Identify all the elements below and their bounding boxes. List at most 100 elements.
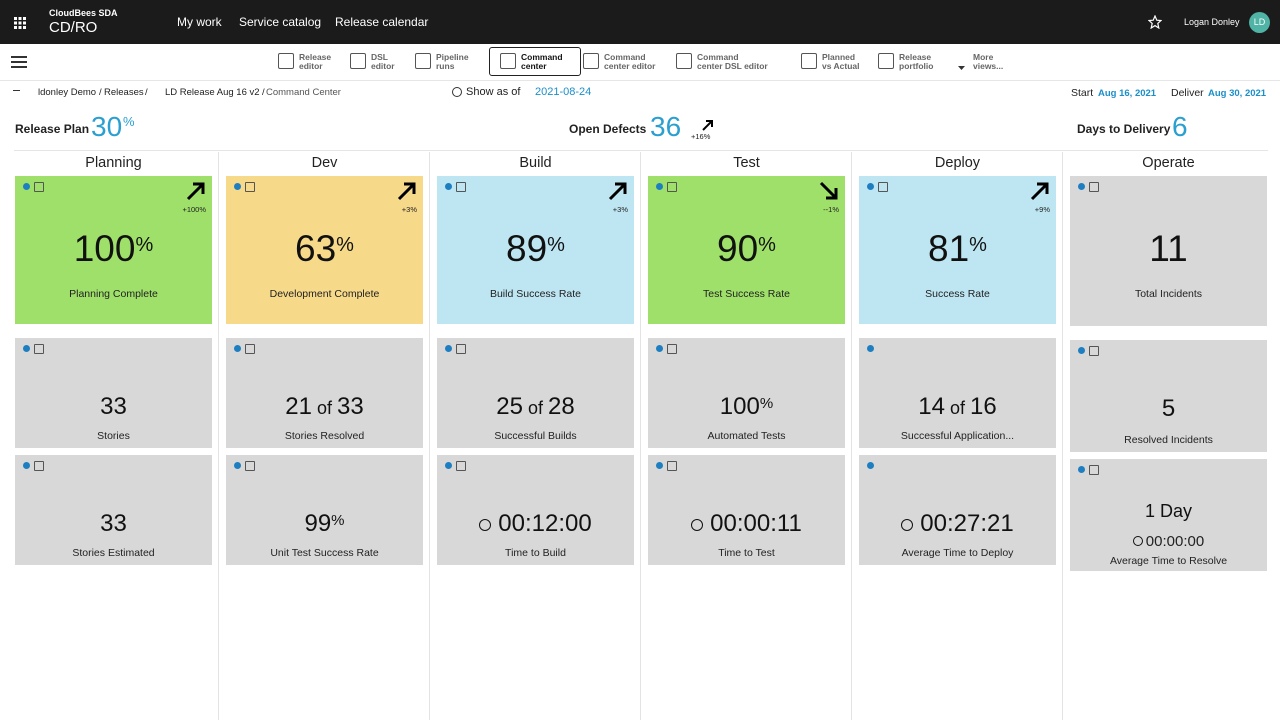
toolbar-label[interactable]: Planned [822, 52, 856, 62]
value-total: 16 [970, 393, 997, 420]
toolbar-label[interactable]: vs Actual [822, 61, 860, 71]
download-icon [456, 344, 466, 354]
metric-tile[interactable]: +100% 100% Planning Complete [15, 176, 212, 324]
breadcrumb-item[interactable]: ldonley Demo [38, 87, 97, 98]
breadcrumb-item[interactable]: LD Release Aug 16 v2 [165, 87, 260, 98]
tile-label: Time to Test [718, 547, 775, 559]
trend-arrow [608, 181, 628, 206]
metric-tile[interactable]: +3% 63% Development Complete [226, 176, 423, 324]
toolbar-border [0, 80, 1280, 81]
toolbar-label[interactable]: center editor [604, 61, 656, 71]
tile-label: Stories [97, 430, 130, 442]
start-date: Aug 16, 2021 [1098, 88, 1157, 99]
value-unit: % [758, 234, 776, 256]
favorite-icon[interactable] [1147, 14, 1163, 34]
column-title: Test [733, 155, 760, 171]
metric-tile[interactable]: 25 of 28 Successful Builds [437, 338, 634, 448]
toolbar-label[interactable]: Command [521, 52, 563, 62]
toolbar-selected [489, 47, 581, 76]
info-icon [1078, 183, 1085, 190]
value-unit: % [135, 234, 154, 256]
metric-tile[interactable]: 100% Automated Tests [648, 338, 845, 448]
download-icon [878, 182, 888, 192]
info-icon [234, 345, 241, 352]
tile-trend: +100% [182, 205, 206, 214]
metric-tile[interactable]: 00:12:00 Time to Build [437, 455, 634, 565]
favorite-icon-glyph [1147, 14, 1163, 30]
toolbar-label[interactable]: editor [371, 61, 395, 71]
dropdown-icon [958, 58, 965, 76]
tile-time: 00:00:00 [1070, 533, 1267, 550]
metric-tile[interactable]: 33 Stories [15, 338, 212, 448]
value-number: 5 [1161, 395, 1176, 422]
toolbar-label[interactable]: Command [604, 52, 646, 62]
info-icon [656, 345, 663, 352]
metric-tile[interactable]: +3% 89% Build Success Rate [437, 176, 634, 324]
toolbar-icon [278, 53, 294, 69]
avatar[interactable]: LD [1249, 12, 1270, 33]
toolbar-icon [801, 53, 817, 69]
download-icon [245, 461, 255, 471]
download-icon [456, 461, 466, 471]
info-icon [867, 183, 874, 190]
metric-tile[interactable]: 00:27:21 Average Time to Deploy [859, 455, 1056, 565]
metric-tile[interactable]: 11 Total Incidents [1070, 176, 1267, 326]
toolbar-label[interactable]: Release [299, 52, 332, 62]
apps-icon [14, 16, 26, 34]
toolbar-label[interactable]: portfolio [899, 61, 934, 71]
value-number: 100 [73, 228, 136, 269]
nav-item[interactable]: Release calendar [335, 15, 429, 29]
metric-tile[interactable]: +9% 81% Success Rate [859, 176, 1056, 324]
toolbar-label[interactable]: Release [899, 52, 932, 62]
tile-value: 5 [1070, 395, 1267, 423]
show-as-of-date[interactable]: 2021-08-24 [535, 86, 592, 98]
summary-value: 30 [91, 111, 123, 142]
menu-icon[interactable] [11, 55, 27, 73]
back-icon [13, 90, 20, 91]
brand-top: CloudBees SDA [49, 8, 118, 18]
info-icon [1078, 466, 1085, 473]
metric-tile[interactable]: 21 of 33 Stories Resolved [226, 338, 423, 448]
metric-tile[interactable]: 99% Unit Test Success Rate [226, 455, 423, 565]
metric-tile[interactable]: 33 Stories Estimated [15, 455, 212, 565]
toolbar-label[interactable]: center [521, 61, 547, 71]
toolbar-icon [350, 53, 366, 69]
nav-item[interactable]: My work [177, 15, 222, 29]
column-divider [218, 152, 219, 720]
toolbar-label[interactable]: runs [436, 61, 455, 71]
metric-tile[interactable]: 14 of 16 Successful Application... [859, 338, 1056, 448]
toolbar-label[interactable]: center DSL editor [697, 61, 768, 71]
tile-value: 1 Day [1070, 501, 1267, 522]
download-icon [1089, 182, 1099, 192]
metric-tile[interactable]: --1% 90% Test Success Rate [648, 176, 845, 324]
info-icon [1078, 347, 1085, 354]
toolbar-label[interactable]: editor [299, 61, 323, 71]
info-icon [867, 345, 874, 352]
tile-value: 90% [648, 228, 845, 270]
nav-item[interactable]: Service catalog [239, 15, 322, 29]
toolbar-label[interactable]: Command [697, 52, 739, 62]
value-number: 99 [304, 510, 332, 537]
tile-label: Success Rate [925, 288, 990, 300]
metric-tile[interactable]: 1 Day 00:00:00 Average Time to Resolve [1070, 459, 1267, 571]
column-divider [640, 152, 641, 720]
user-name[interactable]: Logan Donley [1184, 17, 1240, 27]
breadcrumb-item[interactable]: Releases [104, 87, 144, 98]
toolbar-label[interactable]: More [973, 52, 994, 62]
time-value: 00:00:11 [710, 510, 802, 537]
tile-label: Unit Test Success Rate [270, 547, 379, 559]
metric-tile[interactable]: 5 Resolved Incidents [1070, 340, 1267, 452]
metric-tile[interactable]: 00:00:11 Time to Test [648, 455, 845, 565]
toolbar-label[interactable]: DSL [371, 52, 388, 62]
tile-label: Time to Build [505, 547, 566, 559]
toolbar-label[interactable]: views... [973, 61, 1004, 71]
toolbar-label[interactable]: Pipeline [436, 52, 469, 62]
column-title: Build [519, 155, 552, 171]
column-title: Deploy [934, 155, 981, 171]
summary-label: Days to Delivery [1077, 122, 1171, 136]
trend-arrow-glyph [702, 120, 713, 131]
toolbar-icon [583, 53, 599, 69]
tile-label: Average Time to Resolve [1109, 555, 1228, 567]
value-unit: % [336, 234, 354, 256]
timer-icon [691, 518, 704, 531]
